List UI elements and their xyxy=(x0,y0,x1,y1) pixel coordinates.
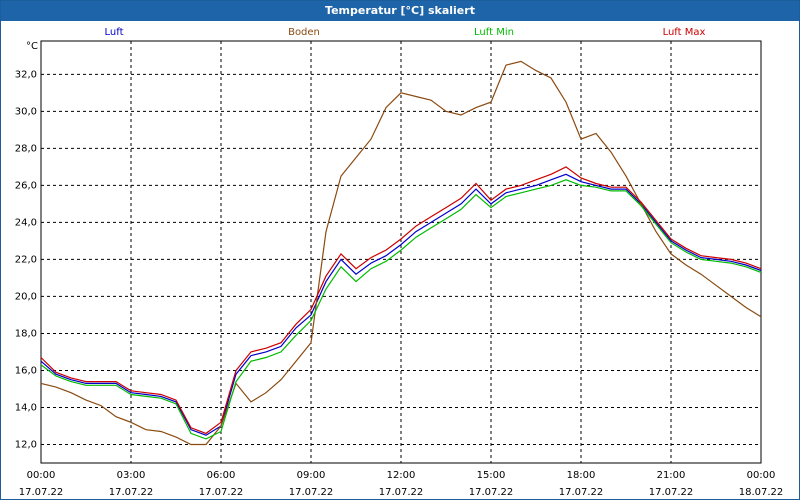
x-tick-date: 17.07.22 xyxy=(199,487,244,498)
legend: Luft Boden Luft Min Luft Max xyxy=(105,27,706,38)
x-tick-date: 17.07.22 xyxy=(469,487,514,498)
x-tick-date: 17.07.22 xyxy=(379,487,424,498)
legend-entry-luft-min: Luft Min xyxy=(474,27,514,38)
y-tick-label: 26,0 xyxy=(15,180,37,191)
x-tick-date: 17.07.22 xyxy=(289,487,334,498)
y-tick-label: 24,0 xyxy=(15,217,37,228)
grid xyxy=(41,41,761,463)
x-tick-time: 06:00 xyxy=(207,470,236,481)
x-tick-date: 17.07.22 xyxy=(649,487,694,498)
x-tick-time: 15:00 xyxy=(477,470,506,481)
legend-entry-luft-max: Luft Max xyxy=(663,27,706,38)
x-tick-date: 18.07.22 xyxy=(739,487,784,498)
legend-entry-boden: Boden xyxy=(288,27,320,38)
y-axis-label: °C xyxy=(26,41,38,52)
x-tick-date: 17.07.22 xyxy=(559,487,604,498)
x-tick-time: 18:00 xyxy=(567,470,596,481)
series-line-boden xyxy=(40,60,762,446)
x-axis-ticks: 00:00 17.07.22 03:00 17.07.22 06:00 17.07.22 0… xyxy=(19,470,784,498)
window-title: Temperatur [°C] skaliert xyxy=(1,1,799,21)
series-group xyxy=(40,60,762,446)
y-axis-ticks: 12,0 14,0 16,0 18,0 20,0 22,0 24,0 26,0 28,0 30,0… xyxy=(15,69,37,450)
x-tick-time: 21:00 xyxy=(657,470,686,481)
series-line-luft-min xyxy=(40,179,762,440)
x-tick-time: 09:00 xyxy=(297,470,326,481)
x-tick-time: 00:00 xyxy=(747,470,776,481)
y-tick-label: 32,0 xyxy=(15,69,37,80)
x-tick-date: 17.07.22 xyxy=(109,487,154,498)
series-line-luft-max xyxy=(40,166,762,435)
y-tick-label: 14,0 xyxy=(15,402,37,413)
y-tick-label: 22,0 xyxy=(15,254,37,265)
x-tick-time: 03:00 xyxy=(117,470,146,481)
legend-entry-luft: Luft xyxy=(105,27,124,38)
y-tick-label: 28,0 xyxy=(15,143,37,154)
y-tick-label: 20,0 xyxy=(15,291,37,302)
y-tick-label: 16,0 xyxy=(15,365,37,376)
y-tick-label: 12,0 xyxy=(15,439,37,450)
y-tick-label: 18,0 xyxy=(15,328,37,339)
y-tick-label: 30,0 xyxy=(15,106,37,117)
x-tick-time: 00:00 xyxy=(27,470,56,481)
x-tick-time: 12:00 xyxy=(387,470,416,481)
x-tick-date: 17.07.22 xyxy=(19,487,64,498)
